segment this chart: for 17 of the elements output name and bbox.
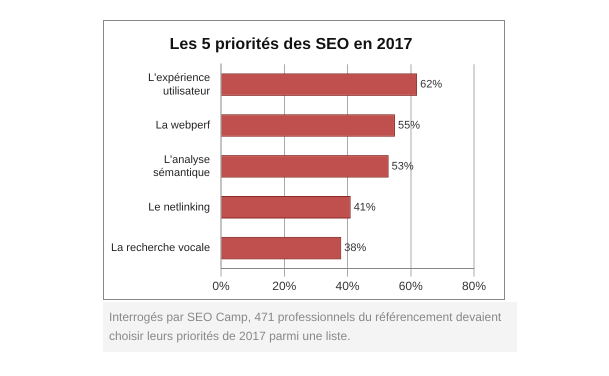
data-label: 55% bbox=[398, 120, 420, 132]
y-tick-label: Le netlinking bbox=[148, 201, 210, 214]
y-tick-label: L'expérience utilisateur bbox=[148, 72, 210, 98]
y-tick-label: La webperf bbox=[156, 120, 211, 132]
text: Interrogés par SEO Camp, 471 professionnels du référencement devaient choisir leurs priorités de 2017 parmi une liste. bbox=[109, 309, 502, 345]
x-tick-label: 60% bbox=[398, 279, 424, 294]
x-tick-label: 0% bbox=[212, 279, 230, 294]
data-label: 53% bbox=[392, 160, 414, 172]
x-tick-label: 40% bbox=[336, 279, 360, 294]
y-tick-label: L'analyse sémantique bbox=[153, 154, 210, 180]
data-label: 41% bbox=[354, 201, 376, 214]
y-tick-label: La recherche vocale bbox=[110, 242, 210, 254]
data-label: 62% bbox=[420, 78, 442, 91]
data-label: 38% bbox=[344, 242, 366, 254]
x-tick-label: 20% bbox=[272, 279, 297, 294]
x-tick-label: 80% bbox=[462, 279, 486, 294]
chart-title: Les 5 priorités des SEO en 2017 bbox=[170, 36, 412, 54]
